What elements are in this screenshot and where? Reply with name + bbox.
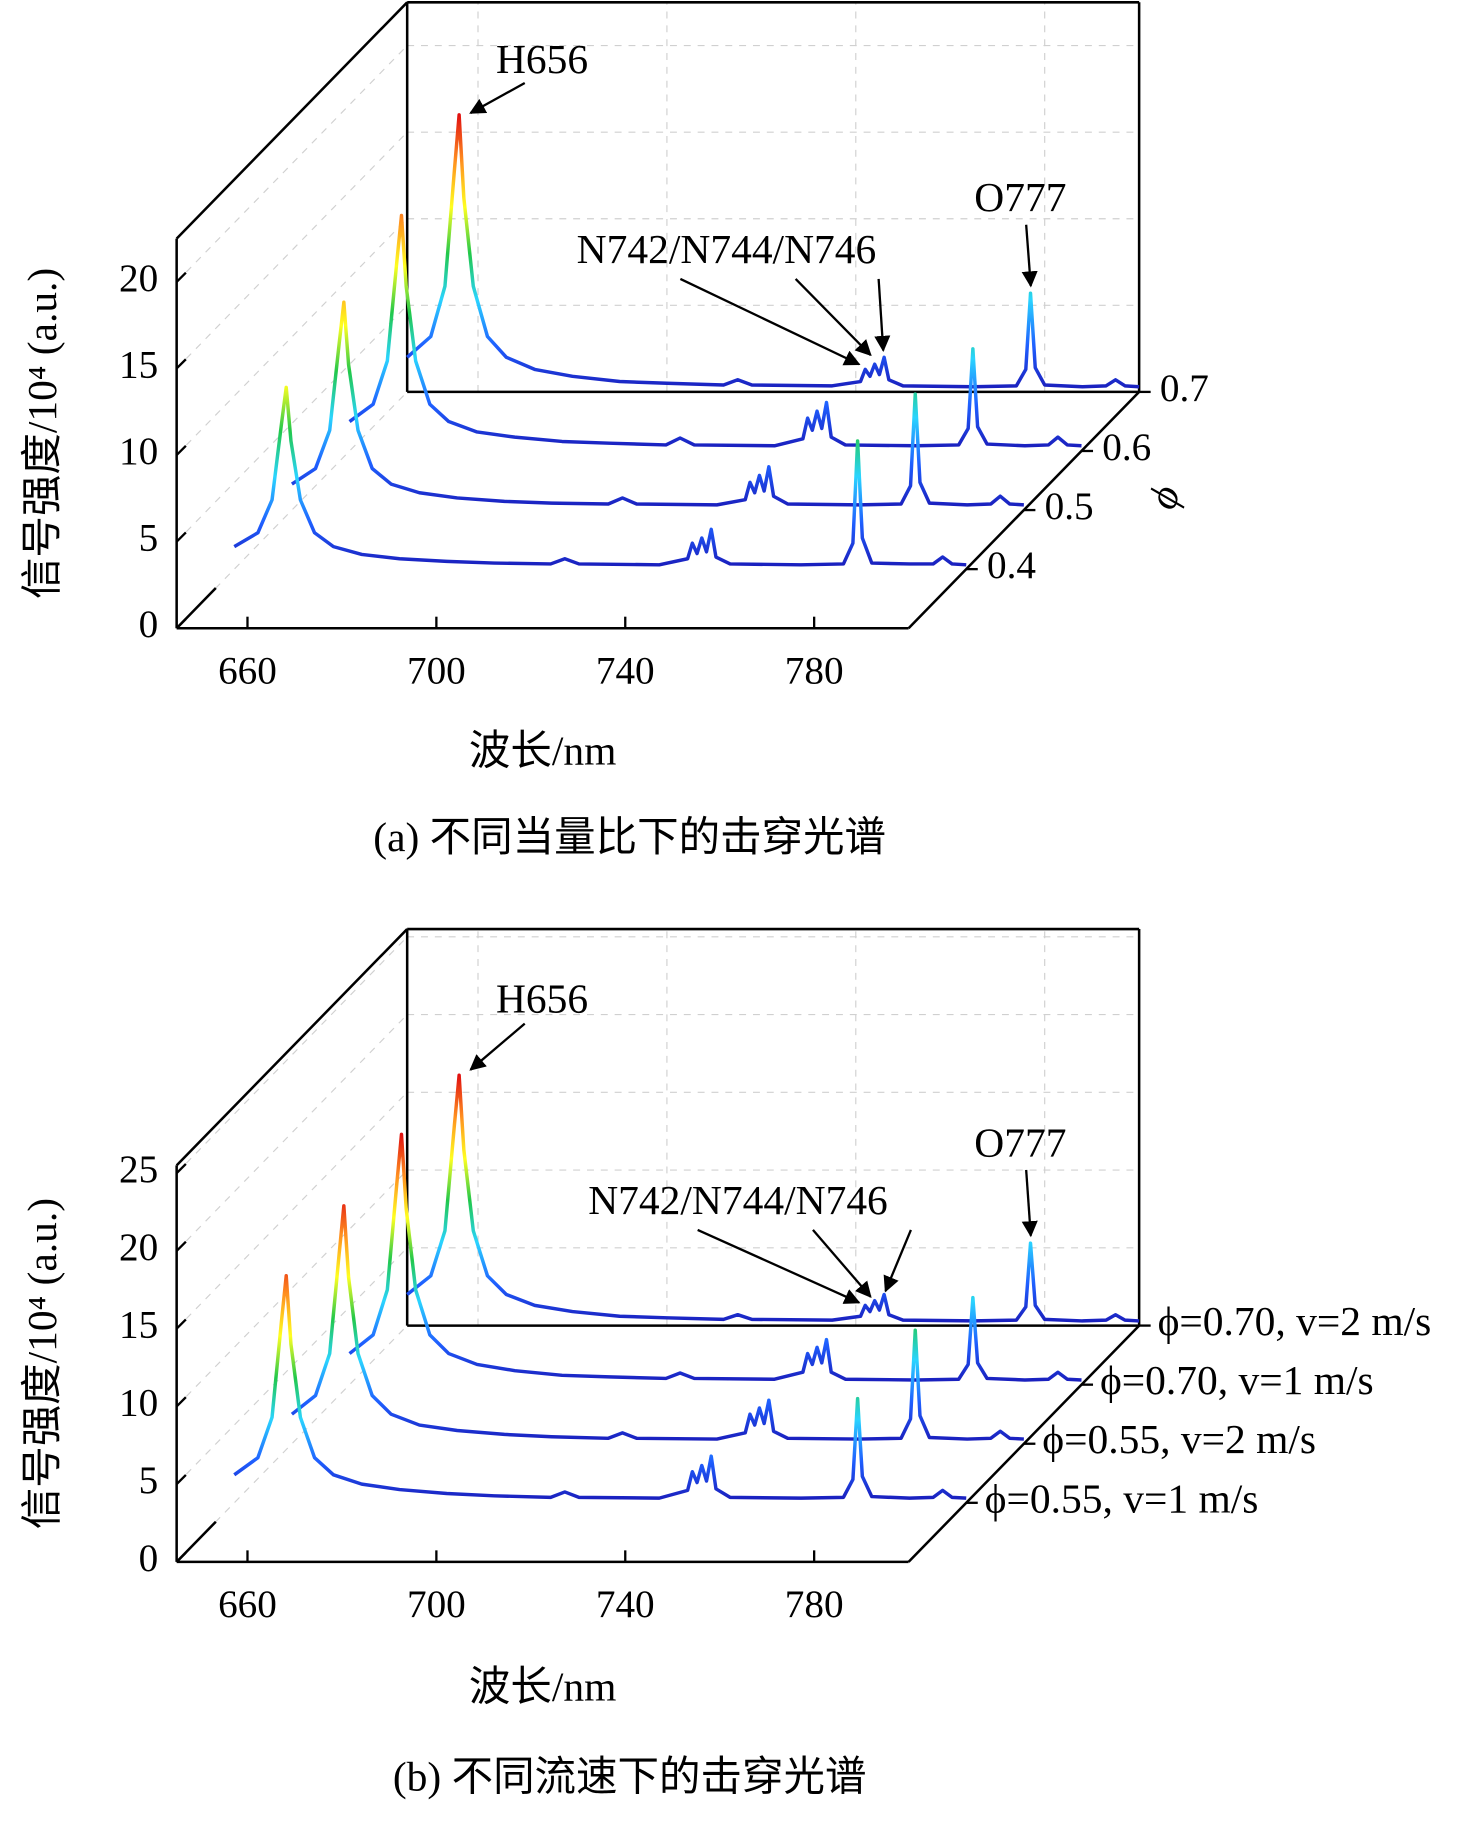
panel: ϕ=0.70, v=2 m/s ϕ=0.70, v=1 m/s ϕ=0.55, v=… bbox=[19, 927, 1432, 1800]
z-tick-label: 0.4 bbox=[987, 544, 1036, 587]
spectrum-line bbox=[233, 385, 967, 567]
y-axis-label: 信号强度/10⁴ (a.u.) bbox=[19, 268, 66, 599]
y-tick-label: 5 bbox=[139, 1459, 159, 1502]
annotation-arrow bbox=[1021, 1169, 1038, 1238]
y-tick bbox=[175, 1474, 187, 1485]
x-tick-label: 780 bbox=[785, 1583, 844, 1626]
z-axis bbox=[907, 1324, 1141, 1563]
caption: (b) 不同流速下的击穿光谱 bbox=[393, 1753, 867, 1800]
x-tick-label: 740 bbox=[596, 649, 655, 692]
x-tick-label: 700 bbox=[407, 649, 466, 692]
grid-line bbox=[176, 1014, 408, 1252]
top-depth-edge bbox=[175, 1, 409, 240]
x-tick-label: 660 bbox=[218, 649, 277, 692]
x-tick-label: 700 bbox=[407, 1583, 466, 1626]
z-tick-label: 0.6 bbox=[1102, 426, 1151, 469]
annotation-arrow bbox=[697, 1228, 861, 1304]
spectrum-line bbox=[290, 300, 1024, 507]
y-tick bbox=[175, 1396, 187, 1408]
top-depth-edge bbox=[175, 928, 409, 1167]
caption: (a) 不同当量比下的击穿光谱 bbox=[373, 814, 886, 861]
x-axis-label: 波长/nm bbox=[469, 1663, 617, 1709]
annotation: O777 bbox=[974, 1119, 1066, 1165]
grid-line bbox=[176, 304, 408, 543]
y-tick bbox=[175, 358, 187, 370]
x-tick-label: 660 bbox=[218, 1583, 277, 1626]
grid-line bbox=[176, 936, 408, 1174]
y-tick-label: 20 bbox=[119, 257, 158, 300]
annotation: N742/N744/N746 bbox=[577, 226, 877, 272]
y-tick bbox=[175, 531, 187, 543]
grid-line bbox=[176, 45, 408, 283]
y-tick-label: 10 bbox=[119, 1381, 158, 1424]
annotation-arrow bbox=[812, 1229, 872, 1298]
z-tick-label: 0.7 bbox=[1160, 367, 1209, 410]
annotation-arrow bbox=[1021, 224, 1038, 288]
grid-line bbox=[176, 131, 408, 369]
y-tick-label: 0 bbox=[139, 1537, 159, 1580]
series-label: ϕ=0.55, v=2 m/s bbox=[1042, 1416, 1316, 1462]
x-tick-label: 780 bbox=[785, 649, 844, 692]
spectrum-line bbox=[348, 213, 1082, 448]
annotation-arrow bbox=[469, 81, 526, 114]
annotation-arrow bbox=[874, 278, 891, 353]
y-tick bbox=[175, 445, 187, 456]
series-label: ϕ=0.70, v=2 m/s bbox=[1158, 1298, 1432, 1344]
y-tick bbox=[175, 1163, 187, 1174]
grid-line bbox=[176, 1247, 408, 1485]
z-axis-label: ϕ bbox=[1138, 479, 1189, 515]
y-tick bbox=[175, 618, 187, 630]
spectrum-line bbox=[348, 1132, 1082, 1382]
grid-line bbox=[176, 1169, 408, 1407]
y-tick bbox=[175, 1240, 187, 1252]
y-tick bbox=[175, 271, 187, 283]
x-tick-label: 740 bbox=[596, 1583, 655, 1626]
spectrum-line bbox=[406, 1073, 1140, 1323]
y-tick-label: 15 bbox=[119, 1304, 158, 1347]
panel: 0 5 10 15 20 660 700 740 780 0.40.50.60.7 ϕ 信号强度/10… bbox=[19, 1, 1209, 861]
grid-line bbox=[176, 218, 408, 456]
y-tick-label: 10 bbox=[119, 430, 158, 473]
y-tick-label: 20 bbox=[119, 1226, 158, 1269]
annotation-arrow bbox=[794, 278, 872, 357]
y-tick bbox=[175, 1318, 187, 1330]
y-tick-label: 5 bbox=[139, 517, 159, 560]
spectrum-line bbox=[233, 1274, 967, 1500]
annotation: H656 bbox=[496, 975, 588, 1021]
grid-line bbox=[176, 1091, 408, 1330]
annotation: O777 bbox=[974, 174, 1066, 220]
annotation-arrow bbox=[679, 277, 861, 366]
series-label: ϕ=0.70, v=1 m/s bbox=[1100, 1357, 1374, 1403]
y-tick-label: 0 bbox=[139, 603, 159, 646]
annotation-arrow bbox=[469, 1022, 526, 1071]
spectrum-line bbox=[406, 113, 1140, 389]
spectrum-line bbox=[290, 1204, 1024, 1441]
y-tick-label: 15 bbox=[119, 343, 158, 386]
y-tick-label: 25 bbox=[119, 1148, 158, 1191]
annotation: N742/N744/N746 bbox=[588, 1177, 888, 1223]
x-axis-label: 波长/nm bbox=[469, 728, 617, 774]
series-label: ϕ=0.55, v=1 m/s bbox=[985, 1475, 1259, 1521]
z-tick-label: 0.5 bbox=[1045, 485, 1094, 528]
y-axis-label: 信号强度/10⁴ (a.u.) bbox=[19, 1198, 66, 1529]
y-tick bbox=[175, 1551, 187, 1563]
annotation: H656 bbox=[496, 36, 588, 82]
annotation-arrow bbox=[883, 1229, 912, 1293]
